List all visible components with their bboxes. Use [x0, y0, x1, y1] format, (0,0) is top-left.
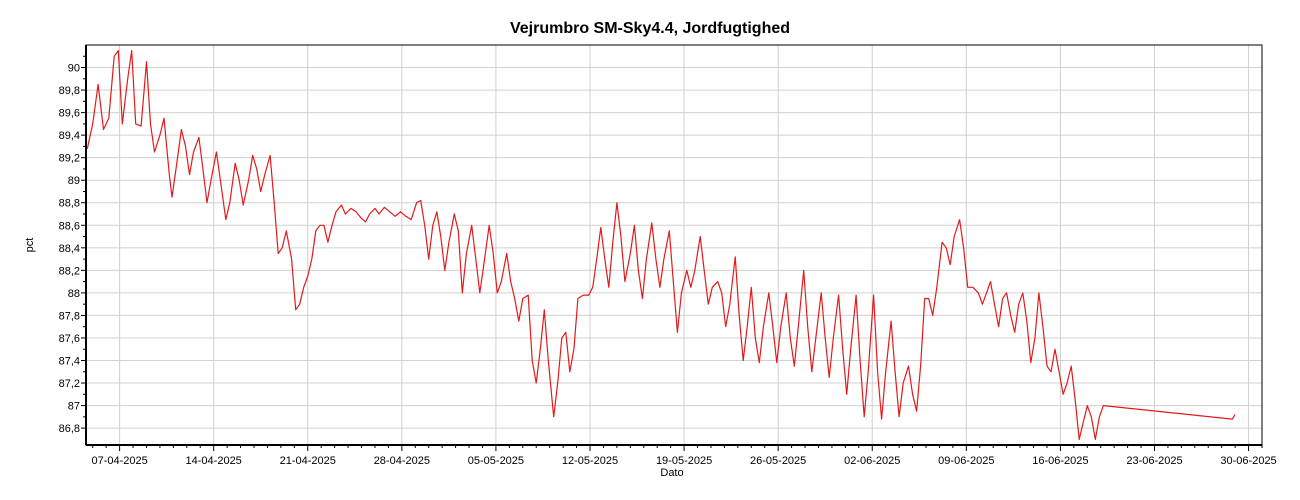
- y-tick-label: 89,2: [59, 153, 80, 165]
- x-tick-label: 19-05-2025: [656, 455, 712, 467]
- y-tick-label: 90: [68, 63, 80, 75]
- y-tick-label: 88,8: [59, 198, 80, 210]
- x-tick-label: 28-04-2025: [374, 455, 430, 467]
- y-tick-label: 89,4: [59, 130, 80, 142]
- x-tick-label: 14-04-2025: [186, 455, 242, 467]
- y-tick-label: 87: [68, 401, 80, 413]
- x-tick-label: 23-06-2025: [1126, 455, 1182, 467]
- x-tick-label: 07-04-2025: [91, 455, 147, 467]
- series-line: [86, 50, 1236, 440]
- y-tick-label: 88,4: [59, 243, 80, 255]
- y-tick-label: 87,6: [59, 333, 80, 345]
- x-tick-label: 30-06-2025: [1220, 455, 1276, 467]
- x-tick-label: 16-06-2025: [1032, 455, 1088, 467]
- x-tick-label: 26-05-2025: [750, 455, 806, 467]
- x-tick-label: 05-05-2025: [468, 455, 524, 467]
- x-tick-label: 09-06-2025: [938, 455, 994, 467]
- y-tick-label: 87,4: [59, 355, 80, 367]
- x-tick-label: 21-04-2025: [280, 455, 336, 467]
- x-axis-ticks: 07-04-2025 14-04-2025 21-04-2025 28-04-2025…: [91, 445, 1277, 467]
- y-tick-label: 89,6: [59, 108, 80, 120]
- y-tick-label: 89,8: [59, 85, 80, 97]
- grid-lines: [86, 45, 1262, 445]
- y-tick-label: 89: [68, 175, 80, 187]
- y-tick-label: 86,8: [59, 423, 80, 435]
- y-axis-ticks: 86,8 87 87,2 87,4 87,6 87,8 88 88,2 88,4 88,6 88,8…: [59, 55, 86, 435]
- y-tick-label: 87,2: [59, 378, 80, 390]
- x-axis-label: Dato: [660, 467, 684, 479]
- y-tick-label: 88,2: [59, 265, 80, 277]
- x-tick-label: 12-05-2025: [562, 455, 618, 467]
- y-tick-label: 87,8: [59, 310, 80, 322]
- y-tick-label: 88: [68, 288, 80, 300]
- y-tick-label: 88,6: [59, 220, 80, 232]
- chart-title: Vejrumbro SM-Sky4.4, Jordfugtighed: [509, 20, 791, 37]
- x-tick-label: 02-06-2025: [844, 455, 900, 467]
- plot-area-background: [86, 45, 1262, 445]
